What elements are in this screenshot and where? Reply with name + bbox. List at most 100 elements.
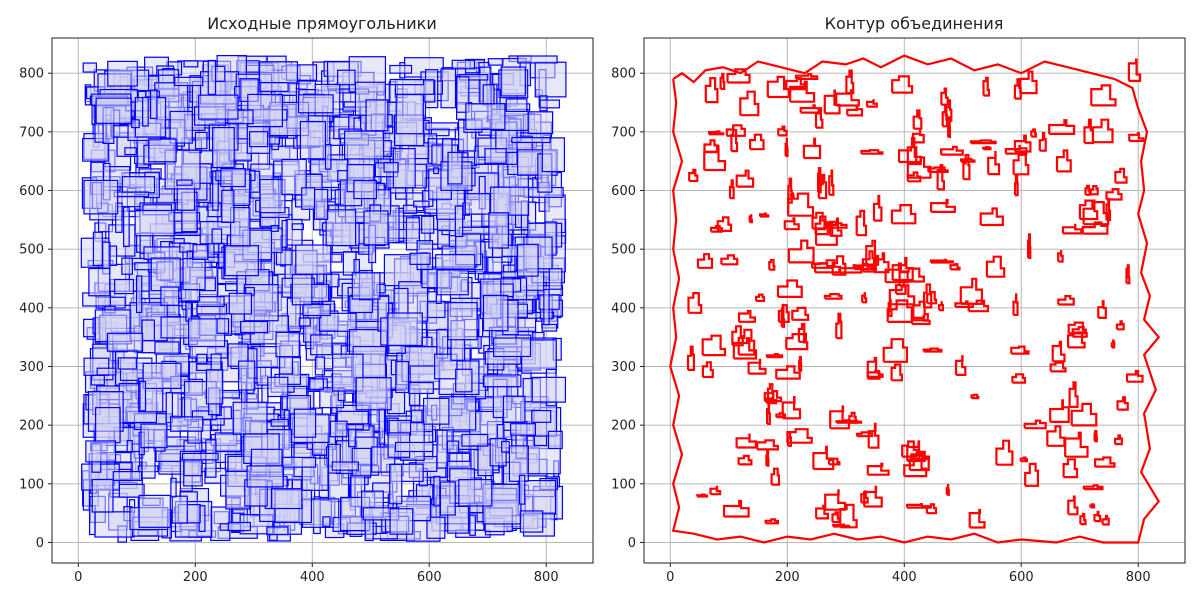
input-rectangle <box>121 176 156 194</box>
left-x-tick-label: 0 <box>74 570 82 585</box>
input-rectangle <box>214 432 242 453</box>
input-rectangle <box>539 99 561 109</box>
left-panel: Исходные прямоугольники 0 200 400 600 800 0 10… <box>19 14 594 585</box>
union-hole-contour <box>1013 134 1032 153</box>
input-rectangle <box>440 68 457 109</box>
input-rectangle <box>489 186 530 216</box>
union-hole-contour <box>891 75 914 94</box>
input-rectangle <box>301 187 316 210</box>
input-rectangle <box>88 267 111 297</box>
union-hole-contour <box>781 396 802 420</box>
input-rectangle <box>115 202 123 233</box>
union-hole-contour <box>954 300 974 308</box>
input-rectangle <box>313 188 329 220</box>
input-rectangle <box>465 103 506 130</box>
union-hole-contour <box>926 291 938 305</box>
union-hole-contour <box>775 365 801 380</box>
input-rectangle <box>433 167 440 175</box>
input-rectangle <box>547 430 563 450</box>
input-rectangle <box>389 508 414 535</box>
union-hole-contour <box>828 169 835 196</box>
union-hole-contour <box>1089 185 1099 196</box>
union-hole-contour <box>1079 512 1087 526</box>
input-rectangle <box>165 391 173 424</box>
input-rectangle <box>221 189 235 224</box>
input-rectangle <box>142 96 149 127</box>
input-rectangle <box>299 120 327 160</box>
input-rectangle <box>176 179 193 186</box>
input-rectangle <box>96 367 117 376</box>
left-y-tick-label: 300 <box>19 360 44 375</box>
union-hole-contour <box>716 216 733 232</box>
input-rectangle <box>109 245 118 266</box>
union-hole-contour <box>787 239 815 264</box>
right-y-tick-label: 600 <box>611 184 636 199</box>
union-hole-contour <box>846 105 864 117</box>
union-hole-contour <box>1113 434 1123 446</box>
left-y-tick-label: 400 <box>19 301 44 316</box>
input-rectangle <box>413 200 430 208</box>
input-rectangle <box>182 258 206 291</box>
input-rectangle <box>447 151 463 185</box>
input-rectangle <box>181 452 219 461</box>
union-hole-contour <box>1114 167 1128 184</box>
union-hole-contour <box>768 258 776 271</box>
union-hole-contour <box>835 89 860 107</box>
input-rectangle <box>436 429 448 469</box>
left-y-tick-label: 100 <box>19 477 44 492</box>
union-hole-contour <box>828 217 843 237</box>
left-y-tick-label: 600 <box>19 184 44 199</box>
input-rectangle <box>92 231 103 267</box>
input-rectangle <box>135 275 143 314</box>
union-hole-contour <box>1084 184 1091 196</box>
input-rectangle <box>436 269 469 296</box>
union-hole-contour <box>720 254 739 266</box>
input-rectangle <box>402 204 418 214</box>
union-hole-contour <box>812 445 835 471</box>
input-rectangle <box>270 224 279 232</box>
union-hole-contour <box>814 215 829 236</box>
input-rectangle <box>502 395 526 424</box>
input-rectangle <box>194 131 208 150</box>
input-rectangle <box>324 143 332 170</box>
union-hole-contour <box>735 433 758 449</box>
input-rectangle <box>83 179 119 215</box>
union-hole-contour <box>789 192 795 198</box>
union-hole-contour <box>791 306 810 321</box>
union-hole-contour <box>766 383 775 401</box>
outer-union-contour <box>669 54 1161 544</box>
input-rectangle <box>91 478 114 513</box>
union-hole-contour <box>707 130 725 136</box>
union-hole-contour <box>906 440 926 463</box>
union-hole-contour <box>797 323 808 343</box>
input-rectangle <box>408 381 434 395</box>
union-hole-contour <box>748 133 765 151</box>
union-hole-contour <box>890 363 904 382</box>
input-rectangle <box>531 376 567 403</box>
union-hole-contour <box>838 264 863 274</box>
union-hole-contour <box>764 518 780 525</box>
union-hole-contour <box>872 194 883 222</box>
left-panel-title: Исходные прямоугольники <box>207 14 436 33</box>
input-rectangle <box>259 81 289 92</box>
union-hole-contour <box>763 390 783 403</box>
input-rectangle <box>107 60 138 87</box>
union-hole-contour <box>1010 345 1030 355</box>
input-rectangle <box>510 423 537 436</box>
input-rectangle <box>394 441 434 453</box>
union-hole-contour <box>1051 340 1066 363</box>
input-rectangle <box>508 445 529 482</box>
union-hole-contour <box>891 256 914 282</box>
input-rectangle <box>433 475 441 507</box>
union-hole-contour <box>802 137 822 160</box>
input-rectangle <box>425 122 459 131</box>
union-hole-contour <box>1049 399 1070 423</box>
input-rectangle <box>322 516 331 527</box>
union-hole-contour <box>777 304 790 323</box>
union-hole-contour <box>784 137 789 158</box>
input-rectangle <box>124 147 137 156</box>
union-hole-contour <box>688 168 699 183</box>
input-rectangle <box>237 360 256 391</box>
input-rectangle <box>143 246 184 260</box>
input-rectangle <box>456 76 470 113</box>
